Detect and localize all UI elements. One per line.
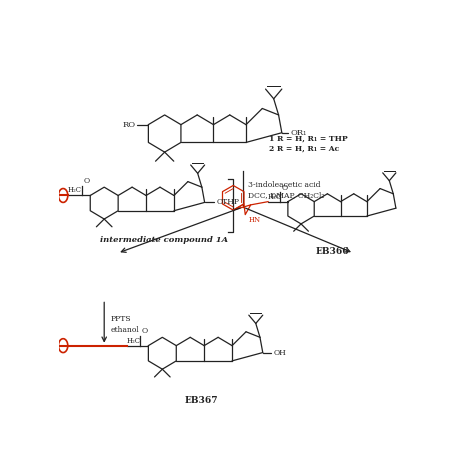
Text: PPTS: PPTS (110, 315, 131, 323)
Text: 2 R = H, R₁ = Ac: 2 R = H, R₁ = Ac (269, 145, 339, 152)
Text: intermediate compound 1A: intermediate compound 1A (100, 236, 228, 244)
Text: OH: OH (273, 348, 286, 356)
Text: DCC, DMAP, CH₂Cl₂: DCC, DMAP, CH₂Cl₂ (247, 191, 324, 200)
Text: OR₁: OR₁ (291, 129, 307, 137)
Text: O: O (83, 177, 90, 185)
Text: 3-indoleacetic acid: 3-indoleacetic acid (247, 181, 320, 189)
Text: H₂C: H₂C (68, 186, 82, 194)
Text: HN: HN (248, 216, 261, 224)
Text: OTHP: OTHP (217, 199, 240, 206)
Text: ethanol: ethanol (110, 326, 139, 334)
Text: EB366: EB366 (315, 247, 349, 256)
Text: RO: RO (122, 121, 136, 128)
Text: O: O (282, 184, 288, 191)
Text: H₂C: H₂C (267, 192, 281, 201)
Text: EB367: EB367 (184, 396, 218, 405)
Text: 1 R = H, R₁ = THP: 1 R = H, R₁ = THP (269, 134, 347, 142)
Text: O: O (142, 327, 148, 335)
Text: H₂C: H₂C (127, 337, 141, 345)
